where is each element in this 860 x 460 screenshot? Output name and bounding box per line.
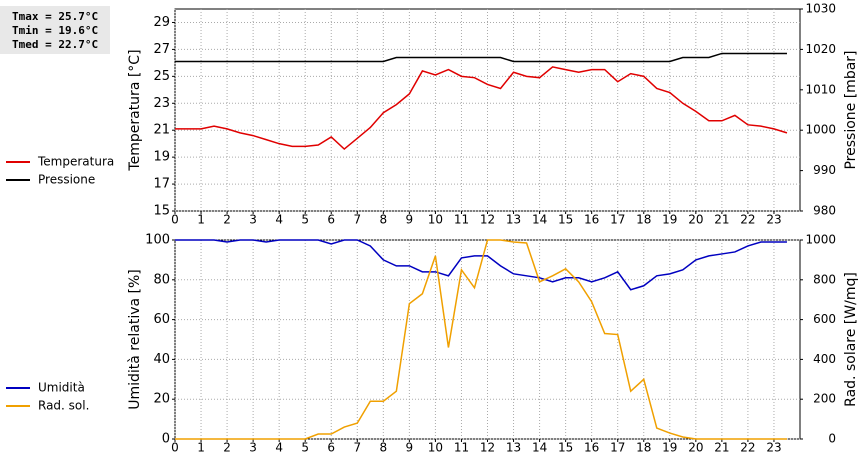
x-tick-label: 21: [714, 441, 729, 455]
y-tick-label: 21: [153, 123, 170, 138]
x-tick-label: 0: [171, 213, 179, 227]
y2-tick-label: 980: [813, 204, 836, 218]
y-tick-label: 40: [153, 352, 170, 367]
x-tick-label: 0: [171, 441, 179, 455]
x-tick-label: 7: [353, 441, 361, 455]
legend-label: Pressione: [38, 173, 95, 187]
x-tick-label: 23: [766, 213, 781, 227]
x-tick-label: 9: [406, 441, 414, 455]
y2-tick-label: 990: [813, 163, 836, 177]
x-tick-label: 18: [636, 213, 651, 227]
data-line: [175, 52, 787, 63]
x-tick-label: 8: [380, 213, 388, 227]
x-tick-label: 22: [740, 213, 755, 227]
x-tick-label: 9: [406, 213, 414, 227]
y2-tick-label: 400: [813, 352, 836, 366]
x-tick-label: 17: [610, 213, 625, 227]
y-tick-label: 15: [153, 204, 170, 219]
x-tick-label: 18: [636, 441, 651, 455]
legend-label: Rad. sol.: [38, 399, 89, 413]
x-tick-label: 13: [506, 441, 521, 455]
y-tick-label: 80: [153, 272, 170, 287]
x-tick-label: 14: [532, 213, 547, 227]
y2-tick-label: 200: [813, 392, 836, 406]
x-tick-label: 6: [327, 213, 335, 227]
data-line: [175, 239, 787, 440]
x-tick-label: 23: [766, 441, 781, 455]
x-tick-label: 22: [740, 441, 755, 455]
annotation: Tmed = 22.7°C: [12, 38, 98, 51]
x-tick-label: 19: [662, 213, 677, 227]
y2-axis-title: Rad. solare [W/mq]: [843, 272, 859, 407]
y2-axis-title: Pressione [mbar]: [843, 50, 859, 169]
x-tick-label: 3: [249, 213, 257, 227]
x-tick-label: 19: [662, 441, 677, 455]
x-tick-label: 1: [197, 213, 205, 227]
x-tick-label: 8: [380, 441, 388, 455]
y-tick-label: 100: [145, 233, 170, 248]
y-tick-label: 60: [153, 312, 170, 327]
y-tick-label: 29: [153, 15, 170, 30]
stats-box: [0, 6, 110, 54]
x-tick-label: 6: [327, 441, 335, 455]
data-line: [175, 239, 787, 291]
x-tick-label: 4: [275, 441, 283, 455]
y2-tick-label: 1000: [805, 123, 836, 137]
x-tick-label: 2: [223, 213, 231, 227]
x-tick-label: 12: [480, 213, 495, 227]
y-tick-label: 0: [162, 432, 170, 447]
y2-tick-label: 0: [828, 432, 836, 446]
x-tick-label: 14: [532, 441, 547, 455]
legend-label: Temperatura: [37, 155, 114, 169]
y-tick-label: 27: [153, 42, 170, 57]
x-tick-label: 12: [480, 441, 495, 455]
x-tick-label: 5: [301, 441, 309, 455]
annotation: Tmin = 19.6°C: [12, 24, 98, 37]
x-tick-label: 21: [714, 213, 729, 227]
y2-tick-label: 1010: [805, 82, 836, 96]
data-line: [175, 66, 788, 151]
y-tick-label: 19: [153, 150, 170, 165]
y2-tick-label: 600: [813, 312, 836, 326]
x-tick-label: 20: [688, 441, 703, 455]
x-tick-label: 15: [558, 213, 573, 227]
x-tick-label: 3: [249, 441, 257, 455]
x-tick-label: 10: [428, 213, 443, 227]
x-tick-label: 16: [584, 441, 599, 455]
x-tick-label: 17: [610, 441, 625, 455]
x-tick-label: 4: [275, 213, 283, 227]
x-tick-label: 13: [506, 213, 521, 227]
y2-tick-label: 800: [813, 272, 836, 286]
x-tick-label: 10: [428, 441, 443, 455]
x-tick-label: 11: [454, 441, 469, 455]
y-tick-label: 20: [153, 392, 170, 407]
x-tick-label: 1: [197, 441, 205, 455]
annotation: Tmax = 25.7°C: [12, 10, 98, 23]
y2-tick-label: 1000: [805, 233, 836, 247]
x-tick-label: 2: [223, 441, 231, 455]
y-tick-label: 25: [153, 69, 170, 84]
y-tick-label: 23: [153, 96, 170, 111]
y-axis-title: Temperatura [°C]: [127, 49, 143, 171]
y-tick-label: 17: [153, 177, 170, 192]
x-tick-label: 20: [688, 213, 703, 227]
y2-tick-label: 1030: [805, 2, 836, 16]
x-tick-label: 5: [301, 213, 309, 227]
x-tick-label: 16: [584, 213, 599, 227]
y2-tick-label: 1020: [805, 42, 836, 56]
x-tick-label: 7: [353, 213, 361, 227]
x-tick-label: 15: [558, 441, 573, 455]
x-tick-label: 11: [454, 213, 469, 227]
legend-label: Umidità: [38, 381, 85, 395]
y-axis-title: Umidità relativa [%]: [127, 269, 143, 410]
